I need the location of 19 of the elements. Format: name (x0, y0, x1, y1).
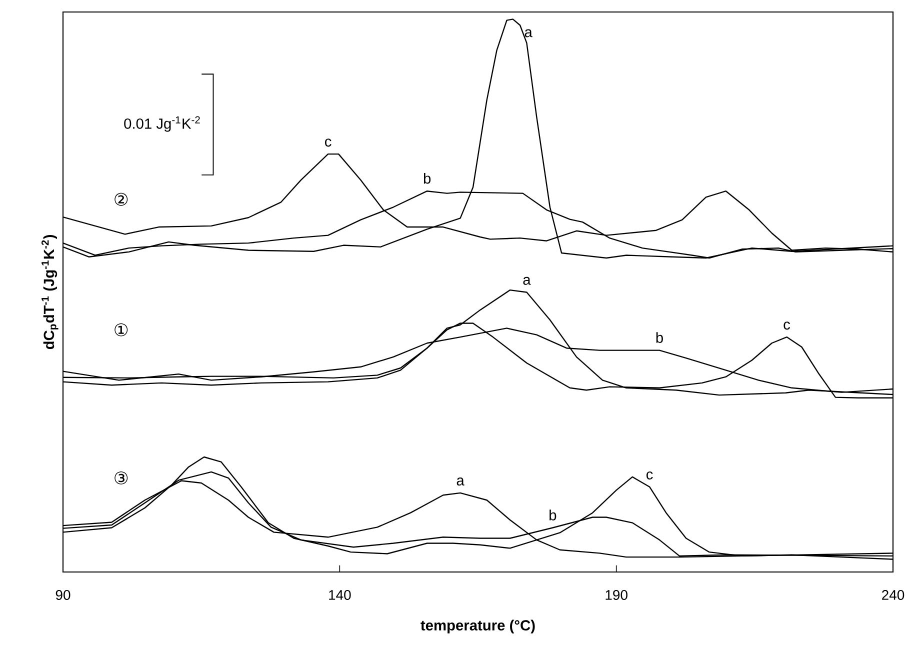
series-label: c (325, 138, 332, 147)
text: dC$_{p}$dT$^{-1}$ (Jg$^{-1}$K$^{-2}$) (42, 235, 58, 350)
annotation: ③ (114, 471, 128, 484)
annotation: ② (114, 192, 128, 206)
x-tick-label: 190 (606, 590, 628, 600)
series-label: c (784, 322, 790, 330)
x-axis-title: temperature (°C) (420, 620, 535, 634)
series-label: c (646, 471, 653, 480)
annotation: ① (114, 323, 128, 336)
series-label: b (424, 172, 431, 184)
series-label: b (550, 510, 556, 520)
series-label: a (524, 29, 532, 38)
series-label: a (523, 276, 531, 285)
x-tick-label: 90 (56, 590, 70, 600)
x-tick-label: 240 (882, 590, 904, 600)
series-label: b (656, 332, 663, 343)
annotation: 0.01 Jg$^{-1}$K$^{-2}$ (124, 116, 200, 132)
x-tick-label: 140 (329, 590, 351, 600)
series-label: a (456, 478, 464, 486)
